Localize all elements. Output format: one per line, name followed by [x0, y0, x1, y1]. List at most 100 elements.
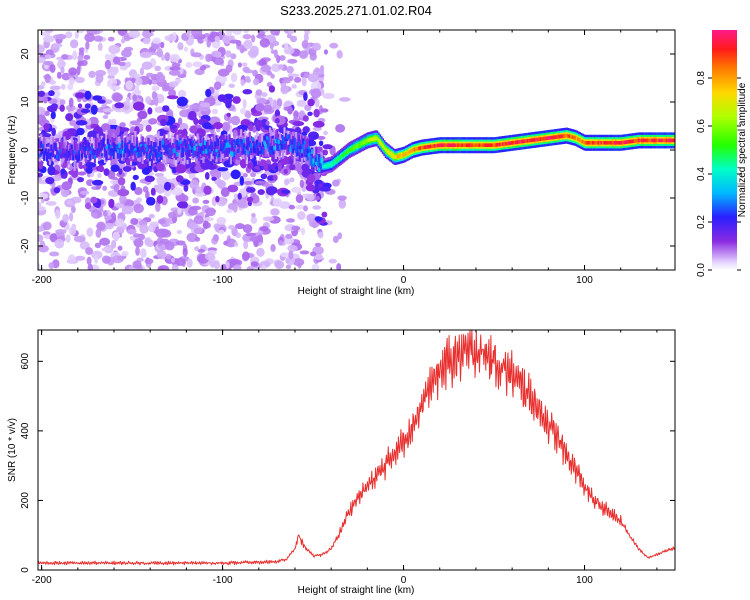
heatmap-noise-blob	[59, 104, 65, 112]
heatmap-ridge-cell	[512, 140, 515, 145]
heatmap-ridge-cell	[92, 152, 95, 156]
heatmap-ridge-cell	[564, 133, 567, 138]
heatmap-ridge-cell	[503, 142, 506, 146]
heatmap-noise-blob	[85, 247, 94, 255]
heatmap-noise-blob	[188, 110, 197, 121]
heatmap-ridge-cell	[96, 137, 99, 150]
heatmap-ridge-cell	[82, 149, 85, 166]
heatmap-ridge-cell	[360, 142, 363, 146]
heatmap-noise-blob	[223, 160, 235, 168]
heatmap-ridge-cell	[66, 148, 69, 157]
heatmap-y-axis: -20 -10 0 10 20	[20, 48, 675, 253]
heatmap-ridge-cell	[504, 141, 508, 146]
heatmap-ridge-cell	[377, 138, 380, 143]
heatmap-noise-blob	[202, 199, 210, 204]
heatmap-noise-blob	[306, 193, 315, 201]
heatmap-noise-blob	[260, 118, 269, 128]
heatmap-ridge-cell	[79, 144, 82, 150]
heatmap-ridge-cell	[153, 143, 156, 153]
heatmap-ridge-cell	[303, 149, 306, 157]
heatmap-noise-blob	[250, 261, 259, 267]
heatmap-noise-blob	[75, 119, 88, 126]
heatmap-ridge-cell	[229, 147, 233, 154]
heatmap-noise-blob	[211, 108, 219, 115]
heatmap-ridge-cell	[219, 144, 222, 150]
heatmap-ridge-cell	[118, 149, 121, 158]
heatmap-ridge-cell	[294, 147, 298, 152]
heatmap-ridge-cell	[271, 145, 275, 155]
heatmap-noise-blob	[53, 187, 61, 194]
heatmap-ridge-cell	[82, 145, 85, 150]
heatmap-noise-blob	[242, 98, 247, 109]
heatmap-ridge-cell	[390, 152, 393, 157]
heatmap-noise-blob	[314, 216, 323, 222]
heatmap-noise-blob	[242, 34, 252, 40]
heatmap-noise-blob	[318, 140, 324, 147]
heatmap-ridge-cell	[286, 130, 289, 154]
heatmap-noise-blob	[283, 168, 288, 175]
heatmap-ridge-cell	[445, 143, 448, 147]
heatmap-noise-blob	[255, 89, 263, 96]
heatmap-noise-blob	[101, 247, 112, 252]
heatmap-noise-blob	[321, 211, 328, 218]
heatmap-noise-blob	[117, 61, 127, 66]
heatmap-noise-blob	[62, 213, 70, 223]
heatmap-ridge-cell	[85, 146, 88, 158]
heatmap-ridge-cell	[87, 147, 91, 159]
heatmap-noise-blob	[142, 37, 151, 45]
heatmap-noise-blob	[159, 228, 170, 236]
heatmap-ridge-cell	[552, 135, 555, 140]
heatmap-noise-blob	[165, 253, 172, 260]
heatmap-ridge-cell	[86, 141, 89, 151]
heatmap-noise-blob	[287, 58, 298, 64]
heatmap-ridge-cell	[66, 155, 69, 161]
heatmap-ridge-cell	[585, 141, 589, 145]
heatmap-ridge-cell	[339, 155, 343, 159]
heatmap-ridge-cell	[389, 151, 392, 156]
heatmap-ridge-cell	[85, 154, 88, 158]
heatmap-noise-blob	[261, 264, 266, 270]
heatmap-ridge-cell	[606, 141, 609, 145]
heatmap-ridge-cell	[103, 148, 107, 158]
heatmap-ridge-cell	[132, 136, 136, 148]
heatmap-ridge-cell	[145, 146, 149, 152]
heatmap-noise-blob	[232, 96, 241, 104]
heatmap-noise-blob	[303, 32, 309, 43]
heatmap-ridge-cell	[247, 150, 250, 155]
heatmap-ridge-cell	[321, 158, 324, 164]
heatmap-noise-blob	[244, 75, 251, 83]
heatmap-noise-blob	[144, 175, 155, 183]
heatmap-ridge-cell	[328, 163, 331, 167]
heatmap-ridge-cell	[529, 138, 532, 143]
heatmap-noise-blob	[226, 112, 231, 117]
snr-y-axis-label: SNR (10 * v/v)	[7, 418, 18, 482]
heatmap-noise-blob	[148, 118, 158, 125]
heatmap-ridge-cell	[273, 145, 276, 150]
heatmap-ridge-cell	[344, 151, 347, 156]
heatmap-ridge-cell	[616, 141, 619, 145]
heatmap-noise-blob	[307, 111, 313, 116]
heatmap-ridge-cell	[177, 143, 180, 151]
heatmap-noise-blob	[242, 89, 253, 95]
heatmap-ridge-cell	[473, 143, 476, 147]
heatmap-x-axis: -200 -100 0 100	[32, 30, 658, 286]
heatmap-ridge-cell	[209, 149, 212, 153]
heatmap-ridge-cell	[163, 133, 166, 151]
heatmap-ridge-cell	[667, 138, 670, 143]
heatmap-noise-blob	[40, 193, 49, 199]
heatmap-ridge-cell	[43, 151, 46, 161]
heatmap-ridge-cell	[138, 142, 141, 152]
heatmap-ridge-cell	[79, 147, 82, 151]
heatmap-noise-blob	[39, 132, 52, 138]
heatmap-noise-blob	[142, 32, 154, 37]
snr-plot-area	[38, 330, 675, 570]
heatmap-ridge-cell	[222, 134, 225, 150]
y-tick-label: 200	[20, 492, 31, 509]
heatmap-noise-blob	[42, 221, 52, 231]
heatmap-ridge-cell	[258, 134, 262, 148]
heatmap-noise-blob	[117, 245, 123, 251]
heatmap-ridge-cell	[115, 145, 118, 150]
heatmap-noise-blob	[102, 108, 114, 113]
heatmap-noise-blob	[174, 257, 186, 267]
heatmap-ridge-cell	[604, 141, 608, 145]
